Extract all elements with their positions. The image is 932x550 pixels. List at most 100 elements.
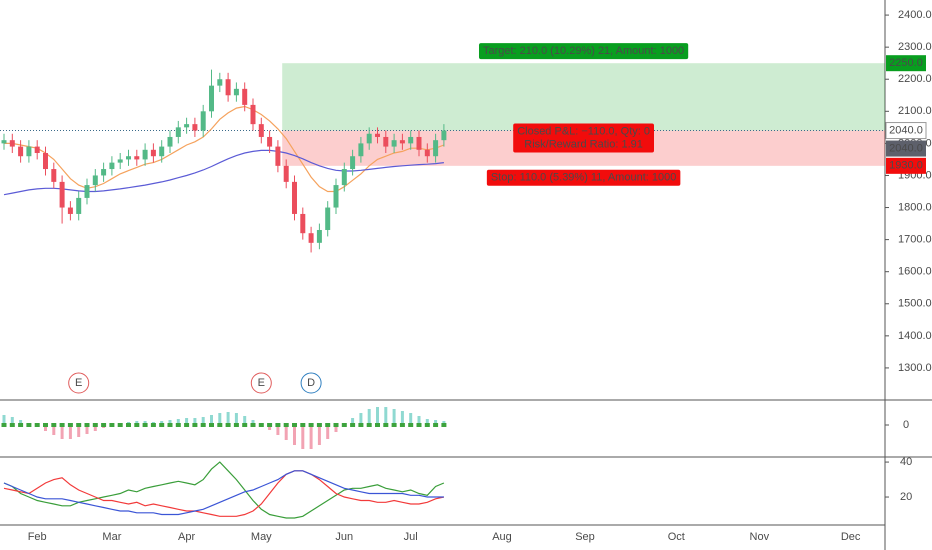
histogram-bar [2, 415, 6, 425]
candle-body [175, 127, 181, 137]
signal-dot [308, 423, 314, 427]
x-tick-label: Dec [841, 531, 861, 543]
x-tick-label: Jun [335, 531, 353, 543]
y-tick-label: 1800.0 [898, 201, 932, 213]
stop-label: Stop: 110.0 (5.39%) 11, Amount: 1000 [486, 169, 681, 186]
price-badge-label: 2040.0 [889, 142, 923, 154]
candle-body [126, 156, 131, 160]
histogram-bar [317, 425, 321, 445]
y-tick-label: 0 [903, 419, 909, 431]
histogram-bar [309, 425, 313, 449]
candle-body [217, 79, 223, 86]
y-tick-label: 1400.0 [898, 330, 932, 342]
price-badge-label: 2040.0 [889, 124, 923, 136]
candle-body [383, 136, 389, 147]
signal-dot [341, 423, 347, 427]
candle-body [233, 88, 239, 96]
signal-dot [433, 423, 439, 427]
candle-body [375, 133, 380, 137]
candle-body [1, 140, 7, 144]
signal-dot [126, 423, 131, 427]
histogram-bar [176, 419, 180, 425]
signal-dot [209, 423, 214, 427]
pnl-bg [513, 123, 654, 153]
x-tick-label: Aug [492, 531, 512, 543]
histogram-bar [77, 425, 81, 437]
signal-dot [424, 423, 430, 427]
signal-dot [43, 423, 48, 427]
signal-dot [358, 423, 364, 427]
histogram-bar [218, 413, 222, 425]
candle-body [433, 140, 439, 157]
y-tick-label: 2400.0 [898, 9, 932, 21]
candle-body [300, 213, 306, 234]
indicator-line [3, 461, 445, 519]
histogram-bar [293, 425, 296, 445]
candle-body [399, 140, 405, 144]
signal-dot [84, 423, 90, 427]
candle-body [51, 169, 57, 182]
histogram-bar [93, 425, 97, 431]
candle-body [333, 185, 339, 208]
target-label-text: Target: 210.0 (10.29%) 21, Amount: 1000 [483, 45, 684, 57]
signal-dot [9, 423, 15, 427]
signal-dot [117, 423, 123, 427]
histogram-bar [68, 425, 72, 439]
candle-body [26, 146, 32, 157]
event-marker [250, 372, 272, 394]
candle-body [316, 229, 322, 243]
price-badge [886, 157, 926, 174]
price-badge [885, 122, 927, 140]
histogram-bar [268, 425, 272, 430]
signal-dot [159, 423, 165, 427]
candle-body [43, 153, 48, 170]
candle-body [84, 185, 90, 198]
candle-body [76, 197, 82, 214]
histogram-bar [60, 425, 64, 439]
x-tick-label: May [251, 531, 272, 543]
candle-body [209, 85, 214, 112]
candle-body [92, 175, 98, 186]
x-tick-label: Oct [668, 531, 685, 543]
signal-dot [350, 423, 356, 427]
candle-body [242, 88, 248, 105]
signal-dot [391, 423, 397, 427]
signal-dot [316, 423, 322, 427]
stop-label-text: Stop: 110.0 (5.39%) 11, Amount: 1000 [491, 172, 677, 184]
candle-body [101, 169, 107, 176]
histogram-bar [276, 425, 280, 435]
signal-dot [258, 423, 264, 427]
candle-body [275, 146, 281, 166]
event-label: E [75, 377, 82, 389]
signal-dot [18, 423, 24, 427]
pnl-text: Closed P&L: −110.0, Qty: 0 [517, 125, 650, 137]
candle-body [250, 104, 256, 125]
x-tick-label: Jul [404, 531, 418, 543]
signal-dot [76, 423, 82, 427]
y-tick-label: 1300.0 [898, 362, 932, 374]
signal-dot [333, 423, 339, 427]
candle-body [258, 124, 264, 137]
moving-average [3, 149, 444, 196]
histogram-bar [210, 415, 213, 425]
candle-body [350, 156, 356, 170]
x-tick-label: Feb [28, 531, 47, 543]
candle-body [109, 162, 115, 170]
price-badge [886, 140, 926, 157]
candle-body [67, 207, 73, 214]
signal-dot [441, 423, 447, 427]
y-tick-label: 20 [900, 491, 912, 503]
indicator-line [3, 470, 444, 516]
y-tick-label: 2300.0 [898, 41, 932, 53]
histogram-bar [367, 409, 371, 425]
signal-dot [375, 423, 380, 427]
histogram-bar [400, 411, 404, 425]
candle-body [358, 143, 364, 157]
signal-dot [242, 423, 248, 427]
histogram-bar [284, 425, 288, 440]
histogram-bar [234, 413, 238, 425]
moving-average [4, 105, 445, 193]
profit-zone [282, 63, 885, 131]
signal-dot [200, 423, 206, 427]
histogram-bar [384, 407, 388, 425]
